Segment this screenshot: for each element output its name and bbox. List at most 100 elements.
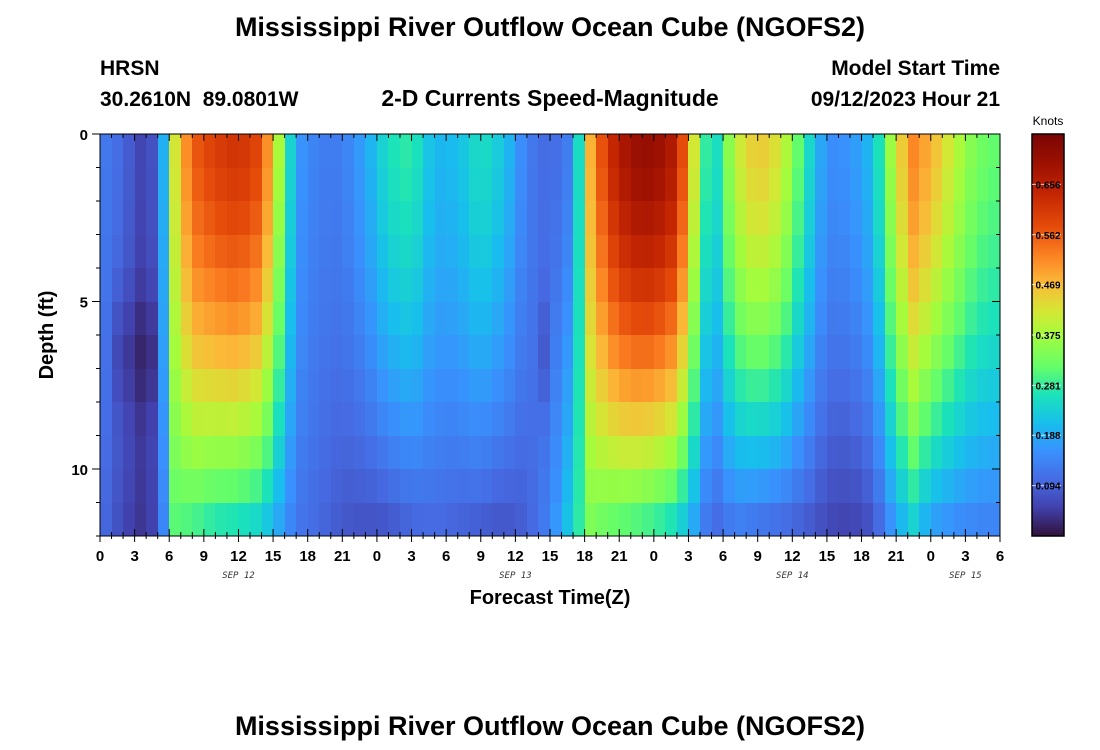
heatmap-cell (538, 369, 550, 402)
heatmap-cell (931, 134, 942, 168)
heatmap-cell (758, 402, 769, 436)
chart-subtitle: 2-D Currents Speed-Magnitude (381, 85, 718, 111)
heatmap-cell (319, 268, 331, 302)
heatmap-cell (296, 235, 308, 268)
heatmap-cell (758, 201, 769, 235)
heatmap-cell (181, 268, 192, 302)
heatmap-cell (942, 268, 954, 302)
heatmap-cell (238, 134, 250, 168)
heatmap-cell (896, 302, 908, 335)
heatmap-cell (308, 335, 319, 369)
heatmap-cell (735, 402, 746, 436)
x-tick-label: 3 (961, 548, 969, 565)
heatmap-cell (862, 469, 873, 503)
heatmap-cell (688, 302, 700, 335)
colorbar-tick-label: 0.656 (1035, 180, 1060, 191)
heatmap-cell (781, 369, 792, 402)
heatmap-cell (631, 369, 642, 402)
heatmap-cell (515, 268, 527, 302)
heatmap-cell (492, 436, 504, 469)
heatmap-cell (550, 134, 562, 168)
y-tick-label: 10 (71, 462, 88, 479)
heatmap-cell (988, 402, 1000, 436)
heatmap-cell (458, 201, 469, 235)
heatmap-cell (931, 469, 942, 503)
heatmap-cell (354, 235, 365, 268)
heatmap-cell (319, 302, 331, 335)
heatmap-cell (112, 168, 123, 201)
heatmap-cell (862, 302, 873, 335)
heatmap-cell (262, 369, 273, 402)
heatmap-cell (135, 168, 146, 201)
heatmap-cell (435, 402, 446, 436)
heatmap-cell (365, 235, 377, 268)
heatmap-cell (585, 402, 596, 436)
heatmap-cell (504, 503, 515, 536)
heatmap-cell (515, 201, 527, 235)
heatmap-cell (619, 134, 631, 168)
heatmap-cell (885, 302, 896, 335)
heatmap-cell (942, 469, 954, 503)
heatmap-cell (504, 201, 515, 235)
heatmap-cell (388, 369, 400, 402)
heatmap-cell (781, 168, 792, 201)
heatmap-cell (100, 402, 112, 436)
heatmap-cell (769, 402, 781, 436)
heatmap-cell (804, 168, 815, 201)
heatmap-cell (908, 268, 919, 302)
heatmap-cell (965, 335, 977, 369)
heatmap-cell (412, 134, 423, 168)
heatmap-cell (192, 201, 204, 235)
heatmap-cell (123, 134, 135, 168)
heatmap-cell (169, 201, 181, 235)
heatmap-cell (331, 335, 342, 369)
heatmap-cell (238, 402, 250, 436)
heatmap-cell (446, 469, 458, 503)
heatmap-cell (688, 335, 700, 369)
heatmap-cell (919, 134, 931, 168)
heatmap-cell (873, 268, 885, 302)
heatmap-cell (677, 302, 688, 335)
x-tick-label: 3 (407, 548, 415, 565)
heatmap-cell (388, 168, 400, 201)
heatmap-cell (354, 268, 365, 302)
heatmap-cell (262, 134, 273, 168)
heatmap-cell (815, 469, 827, 503)
heatmap-cell (654, 201, 665, 235)
colorbar-tick-label: 0.375 (1035, 331, 1060, 342)
heatmap-cell (215, 134, 227, 168)
heatmap-cell (677, 369, 688, 402)
heatmap-cell (608, 201, 619, 235)
heatmap-cell (573, 503, 585, 536)
heatmap-cell (988, 134, 1000, 168)
heatmap-cell (792, 302, 804, 335)
chart-title: Mississippi River Outflow Ocean Cube (NG… (235, 12, 865, 42)
station-coords: 30.2610N 89.0801W (100, 88, 299, 111)
heatmap-cell (504, 134, 515, 168)
heatmap-cell (769, 268, 781, 302)
heatmap-cell (192, 168, 204, 201)
heatmap-cell (204, 503, 215, 536)
heatmap-cell (296, 402, 308, 436)
heatmap-cell (400, 168, 412, 201)
heatmap-cell (527, 369, 538, 402)
heatmap-cell (365, 168, 377, 201)
heatmap-cell (642, 235, 654, 268)
heatmap-cell (965, 134, 977, 168)
heatmap-cell (688, 134, 700, 168)
heatmap-cell (192, 436, 204, 469)
heatmap-cell (908, 134, 919, 168)
heatmap-cell (677, 503, 688, 536)
heatmap-cell (481, 503, 492, 536)
heatmap-cell (631, 469, 642, 503)
heatmap-cell (619, 302, 631, 335)
heatmap-cell (850, 436, 862, 469)
heatmap-cell (377, 302, 388, 335)
heatmap-cell (792, 503, 804, 536)
heatmap-cell (585, 302, 596, 335)
heatmap-cell (515, 402, 527, 436)
heatmap-cell (204, 168, 215, 201)
heatmap-cell (458, 235, 469, 268)
heatmap-cell (204, 235, 215, 268)
heatmap-cell (977, 369, 988, 402)
